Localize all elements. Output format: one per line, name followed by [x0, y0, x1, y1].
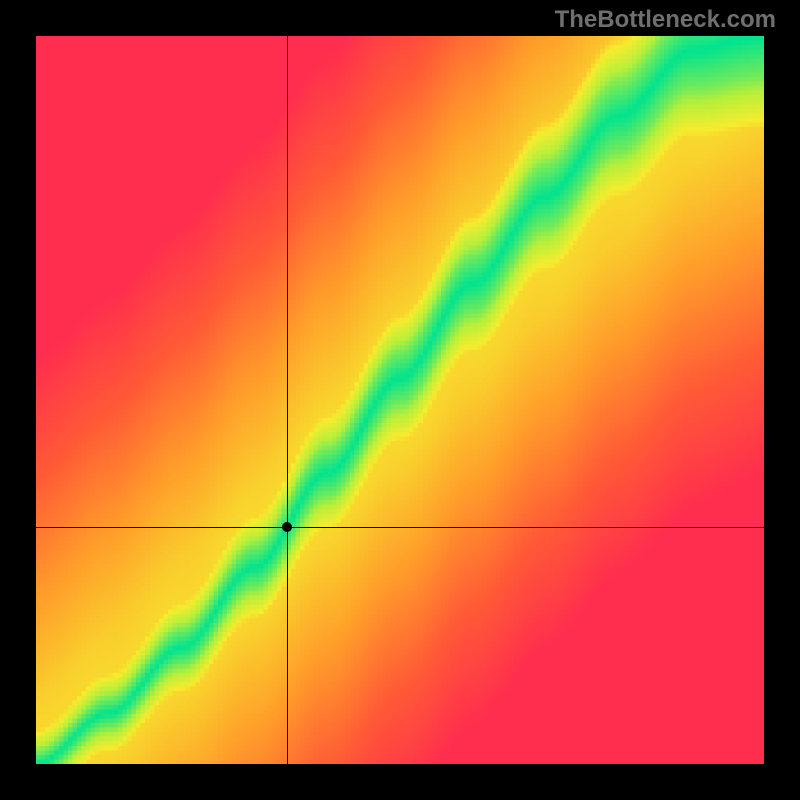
plot-area — [36, 36, 764, 764]
heatmap-canvas — [36, 36, 764, 764]
target-point — [282, 522, 292, 532]
watermark-text: TheBottleneck.com — [555, 6, 776, 34]
crosshair-horizontal — [36, 527, 764, 528]
crosshair-vertical — [287, 36, 288, 764]
